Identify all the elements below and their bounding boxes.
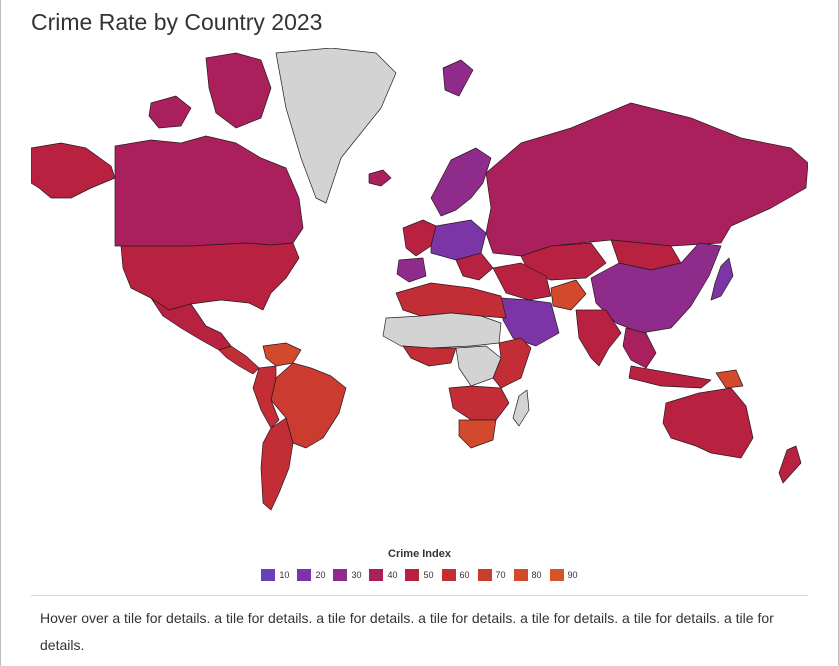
- legend-swatch: [261, 569, 276, 581]
- region-papua-new-guinea[interactable]: [715, 369, 744, 389]
- region-iberia[interactable]: [396, 257, 427, 283]
- legend-item[interactable]: 90: [549, 569, 578, 581]
- region-svalbard[interactable]: [442, 59, 474, 97]
- legend-swatch: [369, 569, 384, 581]
- region-middle-east[interactable]: [492, 262, 552, 301]
- region-china[interactable]: [590, 242, 722, 334]
- region-north-africa[interactable]: [395, 282, 507, 319]
- region-east-africa[interactable]: [492, 337, 532, 389]
- legend-item[interactable]: 70: [477, 569, 506, 581]
- region-afghanistan[interactable]: [550, 279, 587, 311]
- footer-hint-text: Hover over a tile for details. a tile fo…: [40, 610, 774, 653]
- legend-item[interactable]: 60: [441, 569, 470, 581]
- region-saudi-arabia[interactable]: [500, 297, 560, 347]
- legend-item[interactable]: 80: [513, 569, 542, 581]
- region-madagascar[interactable]: [512, 389, 530, 427]
- region-canada[interactable]: [114, 135, 304, 247]
- legend-swatch: [405, 569, 420, 581]
- region-arctic-islands[interactable]: [205, 52, 272, 129]
- frame-left-border: [0, 0, 1, 666]
- region-new-zealand[interactable]: [778, 445, 802, 484]
- region-arctic-islands-west[interactable]: [148, 95, 192, 129]
- legend-swatch: [333, 569, 348, 581]
- legend-item[interactable]: 30: [333, 569, 361, 581]
- map-legend: Crime Index 10 20 30 40 50 60 70 80 90: [0, 548, 839, 586]
- legend-label: 30: [351, 570, 362, 580]
- legend-swatch: [549, 569, 564, 581]
- legend-label: 90: [567, 570, 578, 580]
- legend-item[interactable]: 40: [369, 569, 397, 581]
- legend-swatch: [477, 569, 492, 581]
- legend-items: 10 20 30 40 50 60 70 80 90: [257, 569, 581, 581]
- region-australia[interactable]: [662, 387, 754, 459]
- legend-item[interactable]: 50: [405, 569, 434, 581]
- region-iceland[interactable]: [368, 169, 392, 187]
- legend-label: 40: [387, 570, 398, 580]
- region-southern-africa[interactable]: [448, 385, 510, 421]
- region-central-america[interactable]: [218, 345, 260, 375]
- region-mexico[interactable]: [150, 297, 232, 351]
- legend-label: 70: [495, 570, 506, 580]
- region-greenland[interactable]: [275, 48, 397, 204]
- region-balkans[interactable]: [455, 252, 494, 281]
- legend-label: 60: [459, 570, 470, 580]
- region-russia[interactable]: [485, 102, 808, 257]
- legend-title: Crime Index: [388, 548, 451, 560]
- region-scandinavia[interactable]: [430, 147, 492, 217]
- region-south-africa[interactable]: [458, 419, 497, 449]
- legend-swatch: [297, 569, 312, 581]
- divider: [31, 595, 808, 596]
- region-japan[interactable]: [710, 257, 734, 301]
- legend-label: 10: [279, 570, 290, 580]
- legend-swatch: [441, 569, 456, 581]
- legend-swatch: [513, 569, 528, 581]
- region-indonesia[interactable]: [628, 365, 712, 389]
- legend-label: 80: [531, 570, 542, 580]
- page-title: Crime Rate by Country 2023: [31, 9, 323, 35]
- region-andes[interactable]: [252, 365, 280, 429]
- region-united-states[interactable]: [120, 242, 300, 311]
- legend-item[interactable]: 20: [297, 569, 325, 581]
- region-west-africa[interactable]: [402, 345, 457, 367]
- region-alaska[interactable]: [31, 142, 116, 199]
- world-map: [31, 48, 808, 511]
- region-southeast-asia[interactable]: [622, 327, 657, 369]
- region-venezuela[interactable]: [262, 342, 302, 367]
- region-sahel[interactable]: [382, 312, 502, 349]
- legend-label: 50: [423, 570, 434, 580]
- region-india[interactable]: [575, 309, 622, 367]
- region-southern-cone[interactable]: [260, 417, 294, 511]
- legend-item[interactable]: 10: [261, 569, 289, 581]
- legend-label: 20: [315, 570, 326, 580]
